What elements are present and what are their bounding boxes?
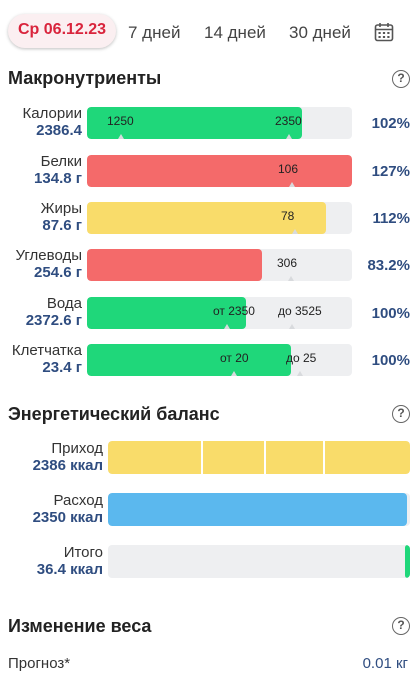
energy-label: Расход (53, 492, 103, 509)
macro-progress-fill (87, 344, 292, 376)
energy-bar (108, 545, 410, 578)
macro-progress-bar: 306 (87, 249, 352, 281)
calendar-icon[interactable] (374, 22, 394, 42)
energy-value: 2350 ккал (32, 509, 103, 526)
energy-label: Приход (51, 440, 103, 457)
macro-target-marker (289, 324, 295, 329)
energy-bar-fill (405, 545, 410, 578)
energy-bar (108, 493, 410, 526)
energy-bar (108, 441, 410, 474)
macro-percent: 83.2% (367, 257, 410, 274)
macro-target-marker (224, 324, 230, 329)
macro-value: 2386.4 (36, 122, 82, 139)
macro-percent: 127% (371, 163, 410, 180)
forecast-value: 0.01 кг (362, 655, 408, 672)
date-range-tabs: Ср 06.12.23 7 дней 14 дней 30 дней (0, 14, 414, 50)
macro-target-label: 106 (278, 162, 299, 176)
macro-target-label: до 3525 (278, 304, 322, 318)
macro-target-marker (289, 182, 295, 187)
macro-progress-fill (87, 155, 352, 187)
macro-progress-fill (87, 107, 302, 139)
macro-label: Клетчатка (11, 342, 82, 359)
macro-value: 23.4 г (42, 359, 82, 376)
macro-progress-fill (87, 297, 246, 329)
macro-progress-fill (87, 249, 262, 281)
macro-target-label: от 2350 (213, 304, 255, 318)
macro-target-label: до 25 (286, 351, 317, 365)
macro-target-label: 306 (277, 256, 298, 270)
macro-target-marker (297, 371, 303, 376)
meal-segment-divider (264, 441, 266, 474)
macro-label: Углеводы (15, 247, 82, 264)
macro-label: Вода (46, 295, 82, 312)
macro-target-label: 1250 (107, 114, 134, 128)
macro-progress-bar: от 2350 до 3525 (87, 297, 352, 329)
macro-progress-bar: 1250 2350 (87, 107, 352, 139)
macro-value: 2372.6 г (25, 312, 82, 329)
macro-label: Белки (40, 153, 82, 170)
macro-progress-bar: 106 (87, 155, 352, 187)
weight-help-icon[interactable]: ? (392, 617, 410, 635)
tab-14-days[interactable]: 14 дней (204, 23, 266, 42)
weight-title: Изменение веса (8, 616, 152, 636)
energy-bar-fill (108, 441, 410, 474)
macro-target-label: 78 (281, 209, 295, 223)
macro-progress-bar: 78 (87, 202, 352, 234)
macro-target-marker (286, 134, 292, 139)
macro-percent: 100% (371, 305, 410, 322)
energy-label: Итого (63, 544, 103, 561)
tab-today[interactable]: Ср 06.12.23 (8, 14, 117, 48)
macros-title: Макронутриенты (8, 68, 162, 88)
meal-segment-divider (201, 441, 203, 474)
macro-target-marker (292, 229, 298, 234)
energy-help-icon[interactable]: ? (392, 405, 410, 423)
macro-label: Жиры (40, 200, 82, 217)
tab-30-days[interactable]: 30 дней (289, 23, 351, 42)
macro-value: 254.6 г (34, 264, 82, 281)
energy-value: 2386 ккал (32, 457, 103, 474)
macro-value: 87.6 г (42, 217, 82, 234)
macro-value: 134.8 г (34, 170, 82, 187)
energy-value: 36.4 ккал (36, 561, 103, 578)
macro-target-marker (288, 276, 294, 281)
macro-progress-bar: от 20 до 25 (87, 344, 352, 376)
macro-target-label: 2350 (275, 114, 302, 128)
macros-help-icon[interactable]: ? (392, 70, 410, 88)
forecast-label: Прогноз* (8, 655, 71, 672)
macro-target-label: от 20 (220, 351, 249, 365)
tab-7-days[interactable]: 7 дней (128, 23, 181, 42)
energy-title: Энергетический баланс (8, 404, 220, 424)
macro-target-marker (118, 134, 124, 139)
meal-segment-divider (323, 441, 325, 474)
macro-percent: 102% (371, 115, 410, 132)
energy-bar-fill (108, 493, 407, 526)
macro-percent: 100% (371, 352, 410, 369)
macro-percent: 112% (372, 210, 410, 227)
macro-progress-fill (87, 202, 326, 234)
macro-target-marker (231, 371, 237, 376)
macro-label: Калории (22, 105, 82, 122)
